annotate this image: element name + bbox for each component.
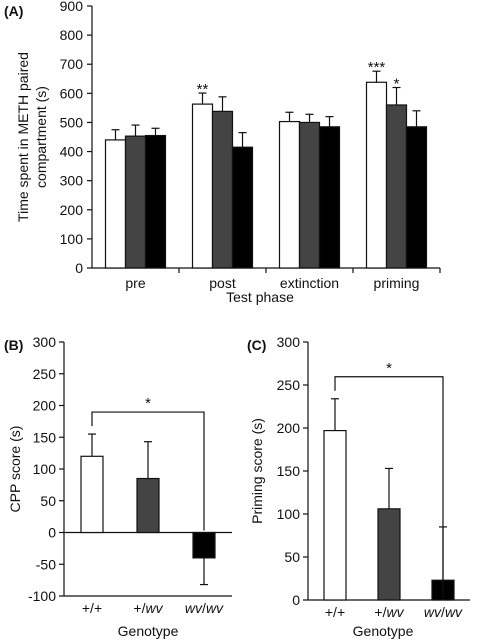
bar — [192, 531, 216, 559]
x-tick-label: +/wv — [374, 604, 404, 620]
panel-c-y-axis: 0 50 100 150 200 250 300 — [277, 334, 309, 608]
panel-c-bars: * — [323, 360, 455, 601]
x-tick-label: +/+ — [82, 600, 102, 616]
panel-a-x-label: Test phase — [226, 289, 294, 305]
x-tick-label: post — [209, 275, 236, 291]
bar — [323, 429, 347, 601]
y-tick-label: 900 — [60, 0, 84, 14]
bar — [136, 477, 160, 534]
y-tick-label: 300 — [33, 334, 57, 350]
significance-star: * — [145, 395, 151, 412]
panel-c-x-label: Genotype — [353, 623, 414, 639]
panel-a-y-axis: 0 100 200 300 400 500 600 700 800 900 — [60, 0, 93, 276]
y-tick-label: 100 — [60, 231, 84, 247]
panel-a: (A) 0 100 200 300 400 500 600 700 800 900 pre post… — [4, 0, 441, 305]
panel-c: (C) 0 50 100 150 200 250 300 +/+ +/wv wv/wv * Pr… — [247, 334, 470, 639]
y-tick-label: 200 — [277, 420, 301, 436]
x-tick-label: extinction — [280, 275, 339, 291]
bar — [80, 455, 104, 534]
bar — [377, 508, 401, 601]
panel-b-y-label: CPP score (s) — [7, 426, 23, 513]
bar — [298, 121, 321, 269]
y-tick-label: -100 — [28, 588, 56, 604]
bar — [318, 126, 341, 269]
significance-bracket — [91, 411, 205, 531]
x-tick-label: pre — [125, 275, 145, 291]
y-tick-label: 0 — [48, 525, 56, 541]
y-tick-label: 50 — [40, 493, 56, 509]
bar — [365, 81, 388, 269]
panel-c-x-axis: +/+ +/wv wv/wv — [308, 599, 470, 620]
bar — [211, 110, 234, 269]
y-tick-label: 400 — [60, 144, 84, 160]
bar — [104, 139, 127, 269]
bar — [191, 103, 214, 269]
y-tick-label: 250 — [33, 366, 57, 382]
y-tick-label: 700 — [60, 56, 84, 72]
panel-a-y-label: Time spent in METH paired compartment (s) — [15, 52, 49, 222]
panel-c-label: (C) — [247, 337, 266, 353]
panel-c-y-label: Priming score (s) — [249, 418, 265, 524]
y-tick-label: 500 — [60, 114, 84, 130]
panel-b-bars: * — [80, 395, 216, 586]
x-tick-label: +/+ — [325, 604, 345, 620]
bar — [144, 134, 167, 269]
y-tick-label: 100 — [277, 506, 301, 522]
x-tick-label: wv/wv — [424, 604, 463, 620]
bar — [231, 146, 254, 269]
bar — [385, 104, 408, 269]
y-tick-label: 200 — [33, 398, 57, 414]
y-tick-label: 150 — [33, 429, 57, 445]
panel-b-y-axis: -100 -50 0 50 100 150 200 250 300 — [28, 334, 65, 604]
y-tick-label: 200 — [60, 202, 84, 218]
panel-a-bars: ****** — [104, 59, 428, 269]
x-tick-label: wv/wv — [185, 600, 224, 616]
y-tick-label: -50 — [36, 556, 56, 572]
y-tick-label: 800 — [60, 27, 84, 43]
y-tick-label: 600 — [60, 85, 84, 101]
bar — [405, 126, 428, 269]
y-tick-label: 250 — [277, 377, 301, 393]
y-tick-label: 300 — [60, 173, 84, 189]
significance-star: *** — [368, 59, 386, 76]
significance-bracket — [334, 376, 444, 598]
panel-a-x-axis: pre post extinction priming — [92, 267, 441, 291]
panel-a-label: (A) — [4, 3, 23, 19]
significance-star: ** — [197, 81, 209, 98]
panel-b: (B) -100 -50 0 50 100 150 200 250 300 +/+ +/wv wv/… — [4, 334, 232, 639]
bar — [278, 120, 301, 269]
panel-b-label: (B) — [4, 337, 23, 353]
y-tick-label: 50 — [284, 549, 300, 565]
y-tick-label: 300 — [277, 334, 301, 350]
y-tick-label: 100 — [33, 461, 57, 477]
panel-b-x-label: Genotype — [118, 623, 179, 639]
x-tick-label: priming — [374, 275, 420, 291]
y-tick-label: 0 — [75, 260, 83, 276]
y-tick-label: 0 — [292, 592, 300, 608]
significance-star: * — [394, 76, 400, 93]
bar — [124, 135, 147, 269]
significance-star: * — [386, 360, 392, 377]
x-tick-label: +/wv — [133, 600, 163, 616]
y-tick-label: 150 — [277, 463, 301, 479]
